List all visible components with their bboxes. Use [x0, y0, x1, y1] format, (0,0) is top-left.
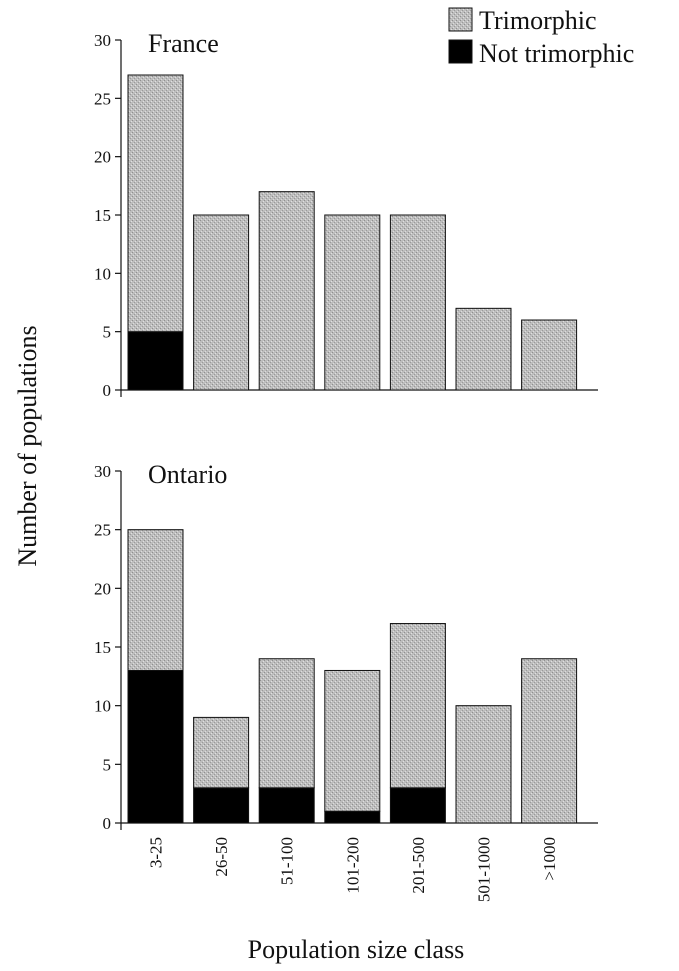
chart-panel-france: 0 5 10 15 20 25 30 France	[94, 29, 598, 400]
bar-not-trimorphic	[258, 787, 315, 824]
y-tick-label: 10	[94, 264, 111, 283]
bar-trimorphic	[521, 319, 578, 391]
bar-not-trimorphic	[127, 669, 184, 824]
legend-swatch-not-trimorphic	[448, 39, 473, 64]
legend: Trimorphic Not trimorphic	[448, 6, 634, 68]
bar-trimorphic	[127, 74, 184, 333]
x-tick-label: >1000	[540, 837, 559, 881]
x-tick-label: 51-100	[278, 837, 297, 885]
y-tick-label: 25	[94, 89, 111, 108]
legend-swatch-trimorphic	[448, 7, 473, 32]
bar-trimorphic	[455, 307, 512, 391]
x-axis-title: Population size class	[248, 935, 465, 964]
bar-trimorphic	[455, 705, 512, 824]
y-tick-label: 10	[94, 697, 111, 716]
bar-trimorphic	[324, 214, 381, 391]
y-tick-label: 30	[94, 31, 111, 50]
y-tick-label: 20	[94, 148, 111, 167]
bar-trimorphic	[389, 623, 446, 789]
chart-panel-ontario: 0 5 10 15 20 25 30 Ontario 3-25 26-50 51-100 101-20…	[94, 460, 598, 902]
bar-not-trimorphic	[324, 810, 381, 824]
bar-trimorphic	[258, 658, 315, 789]
y-tick-label: 5	[103, 323, 112, 342]
panel-title: France	[148, 29, 219, 58]
x-tick-label: 3-25	[147, 837, 166, 868]
x-tick-label: 501-1000	[475, 837, 494, 902]
bar-trimorphic	[389, 214, 446, 391]
y-axis-title: Number of populations	[13, 325, 42, 566]
y-tick-label: 25	[94, 521, 111, 540]
y-tick-label: 0	[103, 814, 112, 833]
x-tick-label: 26-50	[212, 837, 231, 877]
y-tick-label: 15	[94, 206, 111, 225]
legend-label-not-trimorphic: Not trimorphic	[479, 39, 634, 68]
bar-not-trimorphic	[193, 787, 250, 824]
panel-title: Ontario	[148, 460, 227, 489]
x-tick-label: 101-200	[343, 837, 362, 894]
bar-not-trimorphic	[389, 787, 446, 824]
bar-trimorphic	[193, 716, 250, 789]
bar-trimorphic	[324, 669, 381, 812]
x-tick-label: 201-500	[409, 837, 428, 894]
y-tick-label: 5	[103, 755, 112, 774]
bar-not-trimorphic	[127, 331, 184, 391]
bar-trimorphic	[127, 529, 184, 671]
bar-trimorphic	[521, 658, 578, 824]
y-tick-label: 0	[103, 381, 112, 400]
bar-trimorphic	[258, 191, 315, 391]
y-tick-label: 20	[94, 579, 111, 598]
bar-trimorphic	[193, 214, 250, 391]
y-tick-label: 30	[94, 462, 111, 481]
legend-label-trimorphic: Trimorphic	[479, 6, 597, 35]
y-tick-label: 15	[94, 638, 111, 657]
